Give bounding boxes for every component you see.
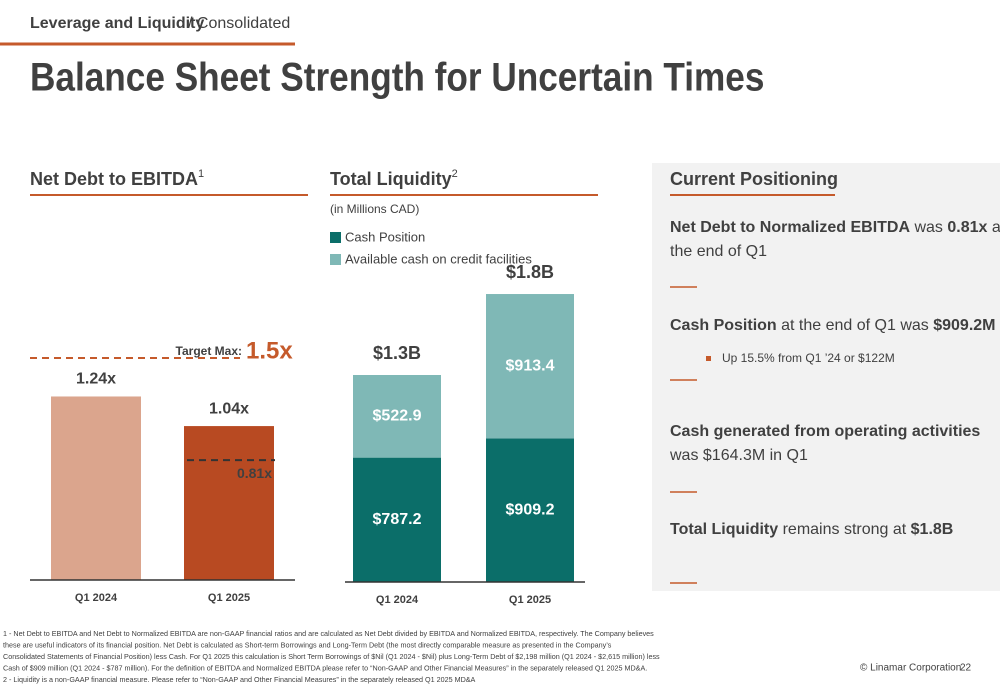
positioning-text: Net Debt to Normalized EBITDA [670, 219, 910, 236]
footnote: 1 - Net Debt to EBITDA and Net Debt to N… [3, 629, 654, 638]
x-tick-label: Q1 2024 [75, 592, 118, 604]
x-tick-label: Q1 2024 [376, 594, 419, 606]
bar-segment [486, 294, 574, 439]
target-label: Target Max: [176, 344, 242, 358]
page-number: 22 [960, 663, 972, 674]
segment-label: $913.4 [506, 357, 555, 374]
legend-label: Cash Position [345, 229, 425, 244]
positioning-text: Cash Position [670, 317, 777, 334]
legend-swatch [330, 232, 341, 243]
positioning-text: Total Liquidity [670, 521, 778, 538]
positioning-panel [652, 163, 1000, 591]
bullet-marker [706, 356, 711, 361]
segment-label: $787.2 [373, 511, 422, 528]
x-tick-label: Q1 2025 [509, 594, 551, 606]
footnote: Cash of $909 million (Q1 2024 - $787 mil… [3, 663, 647, 672]
company: © Linamar Corporation [860, 663, 961, 674]
subsection: / Consolidated [188, 15, 290, 32]
positioning-text: remains strong at [778, 521, 911, 538]
chart-subtitle: (in Millions CAD) [330, 202, 419, 216]
positioning-line: the end of Q1 [670, 243, 767, 260]
legend-label: Available cash on credit facilities [345, 251, 532, 266]
segment-label: $522.9 [373, 408, 422, 425]
footnote: Consolidated Statements of Financial Pos… [3, 652, 660, 661]
bar-segment [486, 438, 574, 582]
legend-swatch [330, 254, 341, 265]
slide-title: Balance Sheet Strength for Uncertain Tim… [30, 54, 764, 99]
positioning-text: at [987, 219, 1000, 236]
positioning-text: the end of Q1 [670, 243, 767, 260]
chart-title: Total Liquidity2 [330, 168, 458, 189]
positioning-line: Cash generated from operating activities [670, 423, 980, 440]
panel-title: Current Positioning [670, 169, 838, 189]
segment-label: $909.2 [506, 501, 555, 518]
bar-segment [353, 375, 441, 458]
total-label: $1.3B [373, 343, 421, 363]
chart-title-text: Net Debt to EBITDA [30, 169, 198, 189]
section: Leverage and Liquidity [30, 15, 204, 32]
positioning-line: Cash Position at the end of Q1 was $909.… [670, 317, 996, 334]
normalized-label: 0.81x [237, 465, 272, 481]
positioning-line: was $164.3M in Q1 [669, 447, 808, 464]
positioning-line: Net Debt to Normalized EBITDA was 0.81x … [670, 219, 1000, 236]
bar [51, 396, 141, 580]
value-label: 1.04x [209, 400, 249, 417]
footnote-ref: 1 [198, 168, 204, 180]
positioning-text: at the end of Q1 was [777, 317, 934, 334]
bullet-text: Up 15.5% from Q1 ’24 or $122M [722, 351, 895, 365]
positioning-text: was [910, 219, 947, 236]
bar-segment [353, 457, 441, 582]
positioning-line: Total Liquidity remains strong at $1.8B [670, 521, 953, 538]
positioning-text: $909.2M [933, 317, 995, 334]
footnote-ref: 2 [452, 168, 458, 180]
target-value: 1.5x [246, 337, 293, 364]
x-tick-label: Q1 2025 [208, 592, 250, 604]
chart-title: Net Debt to EBITDA1 [30, 168, 204, 189]
positioning-text: $1.8B [911, 521, 954, 538]
total-label: $1.8B [506, 262, 554, 282]
positioning-text: Cash generated from operating activities [670, 423, 980, 440]
positioning-text: 0.81x [947, 219, 987, 236]
bar [184, 426, 274, 580]
footnote: 2 - Liquidity is a non-GAAP financial me… [3, 675, 476, 684]
value-label: 1.24x [76, 371, 116, 388]
positioning-text: was $164.3M in Q1 [669, 447, 808, 464]
footnote: these are useful indicators of its finan… [3, 640, 612, 649]
chart-title-text: Total Liquidity [330, 169, 452, 189]
